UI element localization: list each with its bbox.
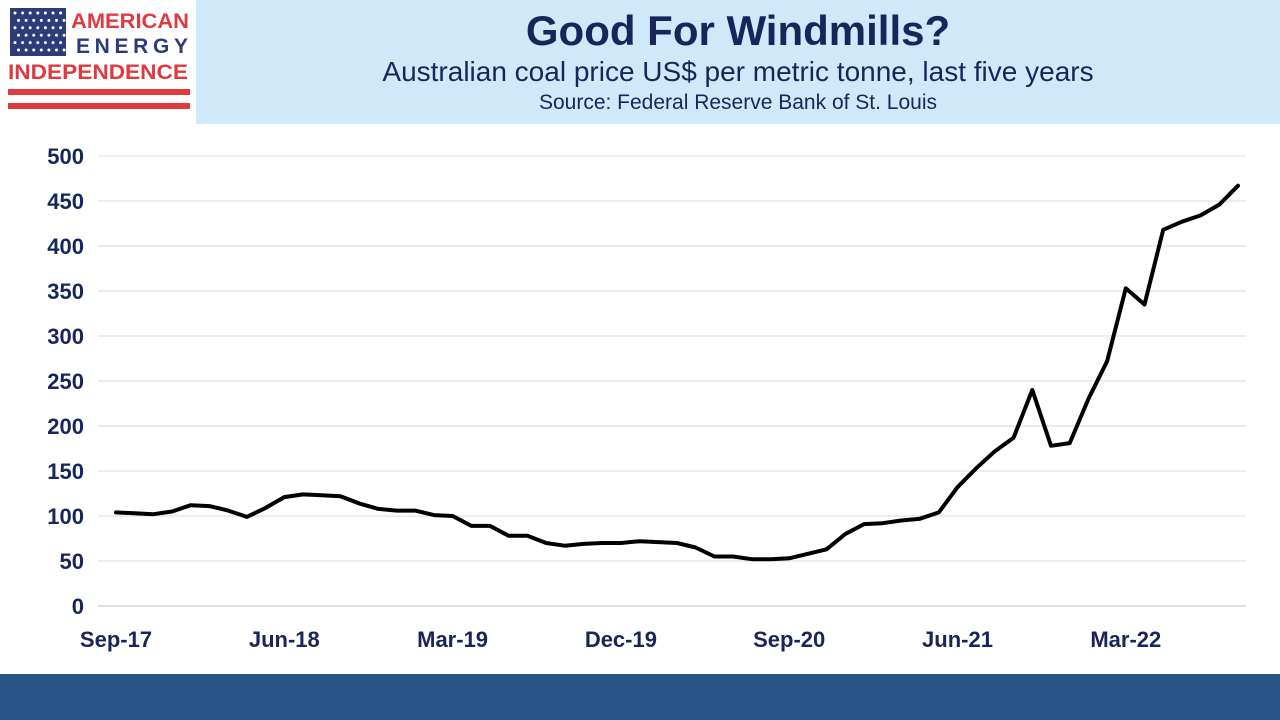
- logo-star: [24, 48, 28, 52]
- y-tick-label: 100: [47, 504, 84, 529]
- logo-star: [13, 41, 17, 45]
- logo-star: [28, 26, 32, 30]
- logo-star: [43, 26, 47, 30]
- logo-line-2: ENERGY: [76, 35, 188, 58]
- logo-star: [36, 26, 40, 30]
- y-tick-label: 200: [47, 414, 84, 439]
- logo-star: [55, 33, 58, 37]
- footer-band: [0, 674, 1280, 720]
- y-axis-tick-labels: 0 50 100 150 200 250 300 350 400 450 500: [47, 144, 84, 619]
- logo-star: [59, 11, 63, 15]
- logo-stripe-1: [8, 89, 190, 95]
- logo-star: [62, 48, 66, 52]
- logo-star: [59, 26, 63, 30]
- logo-star: [17, 48, 20, 52]
- logo: AMERICAN ENERGY INDEPENDENCE: [0, 0, 196, 124]
- logo-stars: [13, 11, 66, 52]
- logo-star: [13, 26, 17, 30]
- y-tick-label: 300: [47, 324, 84, 349]
- coal-price-line-chart: 0 50 100 150 200 250 300 350 400 450 500 Sep-17 Jun…: [47, 144, 1246, 652]
- logo-star: [39, 18, 43, 22]
- logo-star: [21, 11, 25, 15]
- logo-star: [59, 41, 63, 45]
- logo-star: [36, 11, 40, 15]
- x-tick-label: Sep-17: [80, 627, 152, 652]
- logo-star: [13, 11, 17, 15]
- logo-star: [24, 18, 28, 22]
- logo-star: [62, 18, 66, 22]
- logo-star: [47, 48, 51, 52]
- logo-star: [39, 48, 43, 52]
- x-tick-label: Jun-18: [249, 627, 320, 652]
- logo-star: [47, 33, 51, 37]
- x-tick-label: Mar-19: [417, 627, 488, 652]
- x-tick-label: Jun-21: [922, 627, 993, 652]
- logo-star: [21, 26, 25, 30]
- chart-source: Source: Federal Reserve Bank of St. Loui…: [538, 91, 938, 114]
- y-tick-label: 350: [47, 279, 84, 304]
- y-tick-label: 50: [60, 549, 84, 574]
- american-energy-independence-logo: AMERICAN ENERGY INDEPENDENCE: [8, 8, 190, 109]
- logo-star: [17, 18, 20, 22]
- x-tick-label: Mar-22: [1090, 627, 1161, 652]
- logo-star: [21, 41, 25, 45]
- logo-star: [55, 18, 58, 22]
- x-axis-tick-labels: Sep-17 Jun-18 Mar-19 Dec-19 Sep-20 Jun-21 Mar-…: [80, 627, 1161, 652]
- header-band: [196, 0, 1280, 124]
- logo-line-3: INDEPENDENCE: [8, 61, 188, 84]
- logo-star: [17, 33, 20, 37]
- y-tick-label: 150: [47, 459, 84, 484]
- logo-flag-canton: [10, 8, 66, 56]
- logo-star: [43, 11, 47, 15]
- logo-star: [36, 41, 40, 45]
- logo-star: [51, 26, 55, 30]
- logo-star: [32, 48, 36, 52]
- y-tick-label: 450: [47, 189, 84, 214]
- data-points: [116, 186, 1238, 560]
- gridlines: [98, 155, 1246, 607]
- logo-star: [24, 33, 28, 37]
- coal-price-series-line: [114, 183, 1240, 562]
- logo-star: [51, 41, 55, 45]
- x-tick-label: Sep-20: [753, 627, 825, 652]
- logo-stripe-2: [8, 103, 190, 109]
- y-tick-label: 250: [47, 369, 84, 394]
- logo-star: [32, 18, 36, 22]
- chart-subtitle: Australian coal price US$ per metric ton…: [382, 56, 1094, 87]
- y-tick-label: 400: [47, 234, 84, 259]
- y-tick-label: 500: [47, 144, 84, 169]
- logo-star: [28, 11, 32, 15]
- logo-star: [43, 41, 47, 45]
- logo-star: [51, 11, 55, 15]
- chart-title: Good For Windmills?: [525, 7, 951, 54]
- logo-star: [28, 41, 32, 45]
- logo-star: [47, 18, 51, 22]
- logo-star: [62, 33, 66, 37]
- logo-star: [39, 33, 43, 37]
- logo-star: [32, 33, 36, 37]
- logo-star: [55, 48, 58, 52]
- x-tick-label: Dec-19: [585, 627, 657, 652]
- logo-line-1: AMERICAN: [71, 10, 189, 33]
- y-tick-label: 0: [72, 594, 84, 619]
